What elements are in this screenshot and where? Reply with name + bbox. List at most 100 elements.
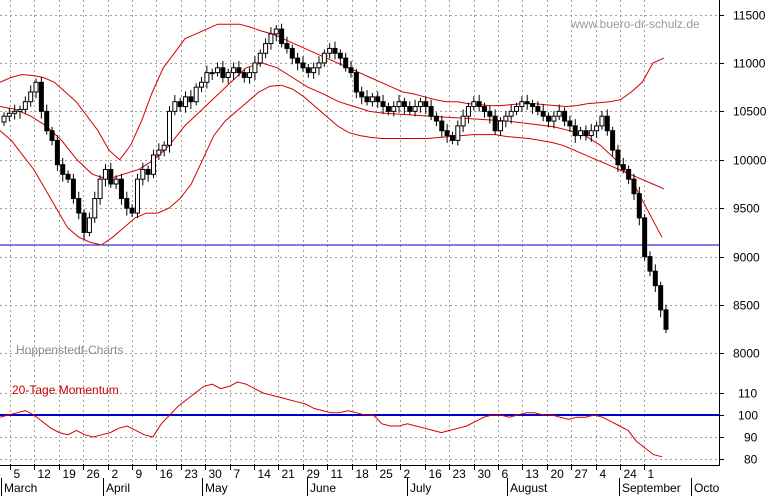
candle-body bbox=[369, 96, 375, 103]
candle-body bbox=[514, 106, 520, 112]
candle-body bbox=[460, 115, 466, 127]
candle-body bbox=[551, 115, 557, 122]
x-tick-label: 7 bbox=[234, 467, 241, 481]
x-tick-label: 19 bbox=[63, 467, 77, 481]
y-tick-label: 9000 bbox=[733, 251, 760, 265]
candle-body bbox=[124, 198, 130, 209]
candle-body bbox=[498, 120, 503, 132]
y-tick-label: 8000 bbox=[733, 347, 760, 361]
candle-body bbox=[337, 52, 343, 59]
x-tick-label: 23 bbox=[185, 467, 199, 481]
candle-body bbox=[353, 72, 359, 93]
axis-layer: 5 12 19 26 2 9 16 23 30 7 14 21 29 11 18 25 2 16 23 30 6 13 20… bbox=[1, 9, 767, 496]
candle-body bbox=[231, 67, 237, 74]
candle-body bbox=[284, 43, 290, 49]
x-tick-label: 24 bbox=[624, 467, 638, 481]
bollinger-middle-line bbox=[0, 62, 663, 238]
candle-body bbox=[65, 173, 71, 180]
candle-body bbox=[236, 67, 242, 74]
candle-body bbox=[177, 101, 183, 108]
candle-body bbox=[562, 110, 568, 122]
candle-body bbox=[316, 62, 322, 69]
candle-body bbox=[268, 33, 274, 45]
x-tick-label: 30 bbox=[209, 467, 223, 481]
x-tick-label: 9 bbox=[136, 467, 143, 481]
y-tick-label: 9500 bbox=[733, 202, 760, 216]
candle-body bbox=[556, 110, 562, 117]
x-tick-label: 14 bbox=[258, 467, 272, 481]
candle-body bbox=[22, 101, 28, 110]
candle-body bbox=[567, 120, 573, 127]
x-tick-label: 6 bbox=[502, 467, 509, 481]
candle-body bbox=[161, 144, 167, 151]
candle-body bbox=[129, 207, 135, 214]
candle-body bbox=[204, 72, 210, 83]
momentum-panel bbox=[0, 381, 719, 458]
month-label: April bbox=[106, 481, 130, 495]
candle-body bbox=[28, 91, 34, 103]
x-tick-label: 21 bbox=[282, 467, 296, 481]
candle-body bbox=[140, 168, 146, 180]
candle-body bbox=[6, 112, 12, 117]
candle-body bbox=[145, 168, 151, 175]
candle-body bbox=[167, 110, 172, 146]
y-tick-label: 8500 bbox=[733, 299, 760, 313]
candle-body bbox=[481, 106, 487, 112]
x-tick-label: 13 bbox=[526, 467, 540, 481]
x-tick-label: 29 bbox=[307, 467, 321, 481]
candle-body bbox=[156, 149, 162, 156]
candle-body bbox=[97, 178, 103, 200]
candle-body bbox=[44, 110, 50, 132]
candle-body bbox=[1, 115, 7, 123]
candle-body bbox=[273, 28, 279, 35]
candle-body bbox=[604, 115, 610, 132]
candle-body bbox=[220, 67, 226, 78]
bollinger-upper-line bbox=[0, 23, 665, 161]
candle-body bbox=[86, 217, 92, 233]
candle-body bbox=[610, 130, 616, 151]
month-label: June bbox=[310, 481, 336, 495]
candle-body bbox=[257, 52, 263, 64]
momentum-line bbox=[0, 381, 663, 458]
month-label: August bbox=[510, 481, 548, 495]
candle-body bbox=[289, 47, 295, 59]
candle-body bbox=[401, 101, 407, 108]
candle-body bbox=[487, 110, 493, 117]
x-tick-label: 23 bbox=[453, 467, 467, 481]
x-tick-label: 1 bbox=[648, 467, 655, 481]
candle-body bbox=[396, 101, 402, 108]
candle-body bbox=[449, 135, 455, 141]
price-panel bbox=[0, 23, 719, 334]
y-tick-label: 80 bbox=[744, 453, 758, 467]
y-tick-label: 10500 bbox=[733, 105, 767, 119]
candle-body bbox=[503, 115, 509, 122]
candle-body bbox=[631, 178, 637, 195]
candle-body bbox=[391, 106, 397, 112]
x-tick-label: 16 bbox=[160, 467, 174, 481]
x-tick-label: 30 bbox=[478, 467, 492, 481]
x-tick-label: 4 bbox=[600, 467, 607, 481]
candle-body bbox=[332, 47, 338, 54]
candle-body bbox=[455, 125, 461, 141]
x-tick-label: 20 bbox=[551, 467, 565, 481]
candle-body bbox=[535, 106, 541, 112]
candle-body bbox=[60, 164, 66, 175]
month-label: September bbox=[622, 481, 681, 495]
candle-body bbox=[417, 101, 423, 108]
candle-body bbox=[546, 115, 552, 122]
x-tick-label: 25 bbox=[380, 467, 394, 481]
candle-body bbox=[465, 106, 471, 117]
candle-body bbox=[172, 101, 178, 112]
month-label: May bbox=[205, 481, 228, 495]
candle-body bbox=[70, 178, 76, 200]
candle-body bbox=[620, 164, 626, 170]
candle-body bbox=[150, 154, 156, 175]
candle-body bbox=[327, 47, 333, 54]
candle-body bbox=[642, 217, 648, 258]
x-tick-label: 16 bbox=[429, 467, 443, 481]
candle-body bbox=[572, 125, 578, 137]
watermark: www.buero-dr-schulz.de bbox=[570, 17, 700, 31]
candle-body bbox=[433, 115, 439, 122]
candle-body bbox=[300, 62, 306, 69]
bollinger-lower-line bbox=[0, 84, 665, 246]
